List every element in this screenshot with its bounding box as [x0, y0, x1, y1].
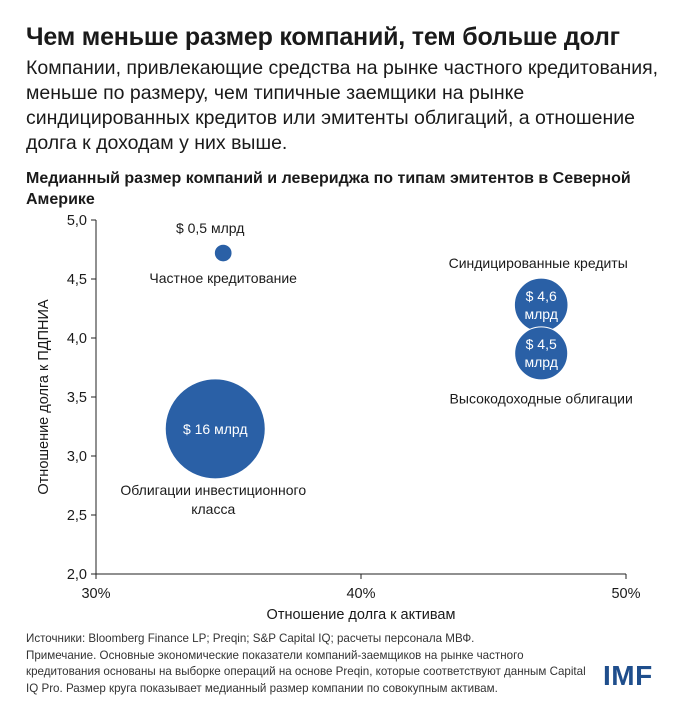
y-tick-label: 2,5	[67, 508, 87, 524]
bubble-name-label: Высокодоходные облигации	[450, 390, 633, 406]
x-tick-label: 50%	[611, 586, 640, 602]
bubble	[164, 378, 266, 480]
bubble-chart: 2,0 2,5 3,0 3,5 4,0 4,5 5,0 30% 40% 50% Отношение …	[36, 213, 641, 623]
note-text: Примечание. Основные экономические показ…	[26, 648, 586, 695]
bubble	[514, 326, 569, 381]
chart-title: Медианный размер компаний и левериджа по…	[26, 170, 631, 208]
page-subtitle: Компании, привлекающие средства на рынке…	[26, 57, 659, 154]
bubble-size-label: млрд	[524, 354, 557, 370]
y-tick-label: 4,0	[67, 331, 87, 347]
x-tick-label: 40%	[346, 586, 375, 602]
y-tick-label: 5,0	[67, 213, 87, 229]
bubble	[213, 243, 233, 263]
y-tick-label: 3,5	[67, 390, 87, 406]
bubble-name-label: класса	[191, 501, 235, 517]
y-axis-label: Отношение долга к ПДПНИА	[36, 299, 52, 495]
y-tick-label: 4,5	[67, 272, 87, 288]
chart-notes: Источники: Bloomberg Finance LP; Preqin;…	[26, 631, 596, 697]
x-tick-label: 30%	[81, 586, 110, 602]
y-tick-label: 3,0	[67, 449, 87, 465]
bubble-size-label: млрд	[524, 306, 557, 322]
chart-labels: $ 0,5 млрд Частное кредитование $ 16 млрд О…	[120, 220, 632, 517]
imf-logo: IMF	[603, 660, 653, 691]
sources-text: Источники: Bloomberg Finance LP; Preqin;…	[26, 632, 475, 645]
bubble-name-label: Облигации инвестиционного	[120, 482, 306, 498]
chart-bubbles	[164, 243, 569, 480]
bubble-size-label: $ 16 млрд	[183, 421, 248, 437]
x-axis-label: Отношение долга к активам	[267, 607, 456, 623]
page-title: Чем меньше размер компаний, тем больше д…	[26, 23, 620, 51]
chart-axes: 2,0 2,5 3,0 3,5 4,0 4,5 5,0 30% 40% 50% Отношение …	[36, 213, 641, 623]
bubble-size-label: $ 4,6	[526, 288, 557, 304]
bubble-name-label: Частное кредитование	[149, 270, 297, 286]
y-tick-label: 2,0	[67, 567, 87, 583]
bubble-size-label: $ 0,5 млрд	[176, 220, 244, 236]
bubble-name-label: Синдицированные кредиты	[449, 255, 628, 271]
bubble-size-label: $ 4,5	[526, 336, 557, 352]
